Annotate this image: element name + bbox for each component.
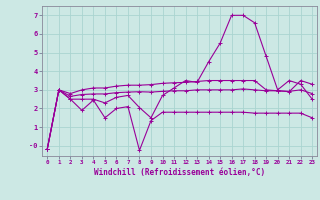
X-axis label: Windchill (Refroidissement éolien,°C): Windchill (Refroidissement éolien,°C) <box>94 168 265 177</box>
